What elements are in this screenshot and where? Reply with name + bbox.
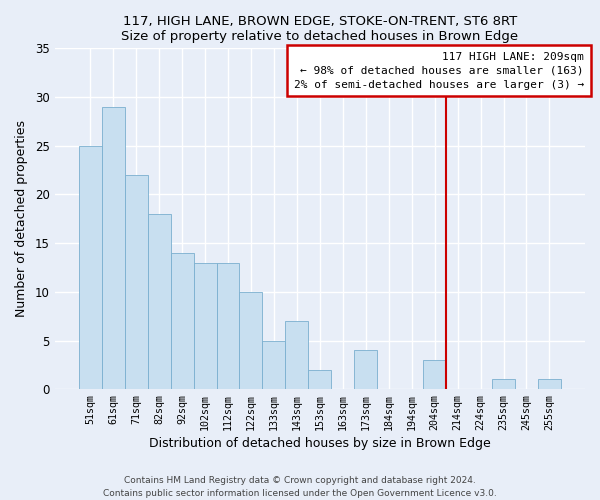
Bar: [217, 262, 239, 389]
Bar: [102, 107, 125, 389]
Bar: [125, 175, 148, 389]
Text: Contains HM Land Registry data © Crown copyright and database right 2024.
Contai: Contains HM Land Registry data © Crown c…: [103, 476, 497, 498]
Bar: [286, 321, 308, 389]
Bar: [79, 146, 102, 389]
X-axis label: Distribution of detached houses by size in Brown Edge: Distribution of detached houses by size …: [149, 437, 491, 450]
Bar: [194, 262, 217, 389]
Y-axis label: Number of detached properties: Number of detached properties: [15, 120, 28, 318]
Bar: [262, 340, 286, 389]
Bar: [538, 380, 561, 389]
Bar: [354, 350, 377, 389]
Bar: [239, 292, 262, 389]
Title: 117, HIGH LANE, BROWN EDGE, STOKE-ON-TRENT, ST6 8RT
Size of property relative to: 117, HIGH LANE, BROWN EDGE, STOKE-ON-TRE…: [121, 15, 518, 43]
Bar: [492, 380, 515, 389]
Bar: [423, 360, 446, 389]
Text: 117 HIGH LANE: 209sqm
← 98% of detached houses are smaller (163)
2% of semi-deta: 117 HIGH LANE: 209sqm ← 98% of detached …: [293, 52, 584, 90]
Bar: [170, 253, 194, 389]
Bar: [148, 214, 170, 389]
Bar: [308, 370, 331, 389]
